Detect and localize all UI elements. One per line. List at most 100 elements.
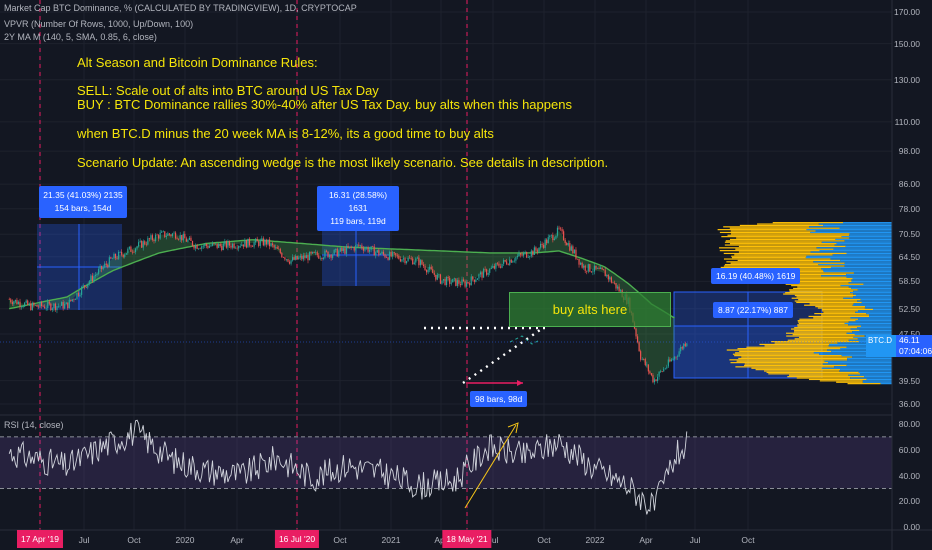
bar-countdown: 07:04:06 [899, 346, 932, 356]
candle-body [549, 235, 551, 238]
candle-body [139, 240, 141, 243]
candle-body [188, 237, 191, 240]
vpvr-row-up [840, 369, 892, 371]
vpvr-row-down [797, 321, 849, 323]
candle-body [261, 238, 263, 241]
vpvr-row-down [794, 331, 853, 333]
rsi-axis-tick: 80.00 [898, 419, 920, 429]
symbol-tag: BTC.D [866, 335, 898, 357]
candle-body [57, 305, 60, 307]
candle-body [65, 302, 67, 305]
candle-body [330, 254, 332, 258]
vpvr-row-down [729, 359, 848, 361]
candle-body [572, 246, 574, 254]
vpvr-row-up [855, 320, 892, 322]
candle-body [603, 269, 605, 271]
candle-body [470, 276, 472, 286]
candle-body [181, 234, 183, 241]
candle-body [131, 251, 134, 253]
price-axis-tick: 70.50 [898, 229, 920, 240]
vpvr-row-up [862, 380, 892, 382]
price-axis-tick: 110.00 [894, 116, 920, 127]
candle-body [190, 237, 192, 241]
vpvr-row-up [831, 266, 892, 269]
vpvr-row-up [818, 264, 892, 266]
vpvr-row-up [816, 247, 892, 249]
candle-body [219, 244, 221, 246]
vpvr-row-down [768, 373, 860, 375]
vpvr-row-up [853, 303, 892, 305]
candle-body [502, 260, 505, 264]
vpvr-row-down [741, 356, 853, 358]
candle-body [402, 258, 405, 260]
time-axis-tick: Jul [78, 535, 90, 545]
vpvr-row-down [797, 325, 861, 327]
candle-body [527, 257, 529, 258]
candle-body [515, 257, 517, 261]
vpvr-legend[interactable]: VPVR (Number Of Rows, 1000, Up/Down, 100… [4, 19, 194, 29]
candle-body [53, 303, 55, 309]
vpvr-row-up [855, 294, 892, 297]
candle-body [296, 255, 298, 260]
vpvr-row-up [848, 374, 892, 376]
candle-body [33, 302, 35, 306]
candle-body [678, 351, 680, 357]
candle-body [459, 284, 462, 286]
candle-body [439, 274, 442, 284]
annotation-ma-rule: when BTC.D minus the 20 week MA is 8-12%… [77, 126, 494, 141]
vpvr-row-down [735, 352, 814, 354]
annotation-scenario: Scenario Update: An ascending wedge is t… [77, 155, 609, 170]
candle-body [182, 233, 184, 241]
candle-body [339, 247, 341, 252]
vpvr-row-up [866, 378, 892, 381]
vpvr-row-down [726, 261, 814, 263]
candle-body [262, 238, 264, 246]
candle-body [424, 266, 426, 270]
vpvr-row-down [817, 307, 865, 309]
vpvr-row-down [783, 293, 854, 295]
rsi-axis-tick: 60.00 [898, 444, 920, 455]
vpvr-row-up [850, 317, 892, 319]
vpvr-row-up [836, 243, 892, 245]
main-series-legend[interactable]: Market Cap BTC Dominance, % (CALCULATED … [4, 3, 357, 13]
price-axis-tick: 36.00 [898, 399, 920, 409]
candle-body [144, 241, 146, 245]
rsi-legend[interactable]: RSI (14, close) [4, 420, 64, 430]
candle-body [221, 245, 223, 251]
candle-body [550, 234, 552, 236]
price-axis-tick: 58.50 [898, 276, 920, 287]
candle-body [576, 258, 579, 260]
candle-body [578, 259, 580, 265]
vpvr-row-up [869, 314, 892, 316]
candle-body [381, 251, 383, 254]
candle-body [541, 243, 543, 246]
candle-body [51, 308, 53, 311]
vpvr-row-down [730, 262, 845, 264]
candle-body [669, 359, 671, 362]
candle-body [655, 379, 657, 382]
candle-body [484, 269, 486, 270]
candle-body [71, 299, 73, 301]
vpvr-row-down [720, 266, 832, 269]
candle-body [138, 242, 140, 247]
price-axis-tick: 170.00 [894, 7, 920, 17]
candle-body [419, 260, 422, 266]
candle-body [165, 235, 167, 237]
candle-body [490, 267, 492, 269]
vpvr-row-up [849, 234, 892, 236]
time-axis-tick: 2020 [175, 535, 195, 545]
vpvr-row-up [869, 315, 892, 318]
candle-body [13, 301, 15, 305]
vpvr-row-down [731, 257, 806, 259]
ma-legend[interactable]: 2Y MA M (140, 5, SMA, 0.85, 6, close) [4, 32, 157, 42]
candle-body [350, 246, 352, 248]
candle-body [492, 266, 494, 268]
vpvr-row-down [788, 374, 849, 376]
vpvr-row-down [770, 341, 860, 343]
candle-body [185, 238, 187, 242]
candle-body [108, 257, 110, 267]
candle-body [358, 244, 360, 246]
candle-body [610, 277, 612, 283]
candle-body [489, 268, 491, 273]
